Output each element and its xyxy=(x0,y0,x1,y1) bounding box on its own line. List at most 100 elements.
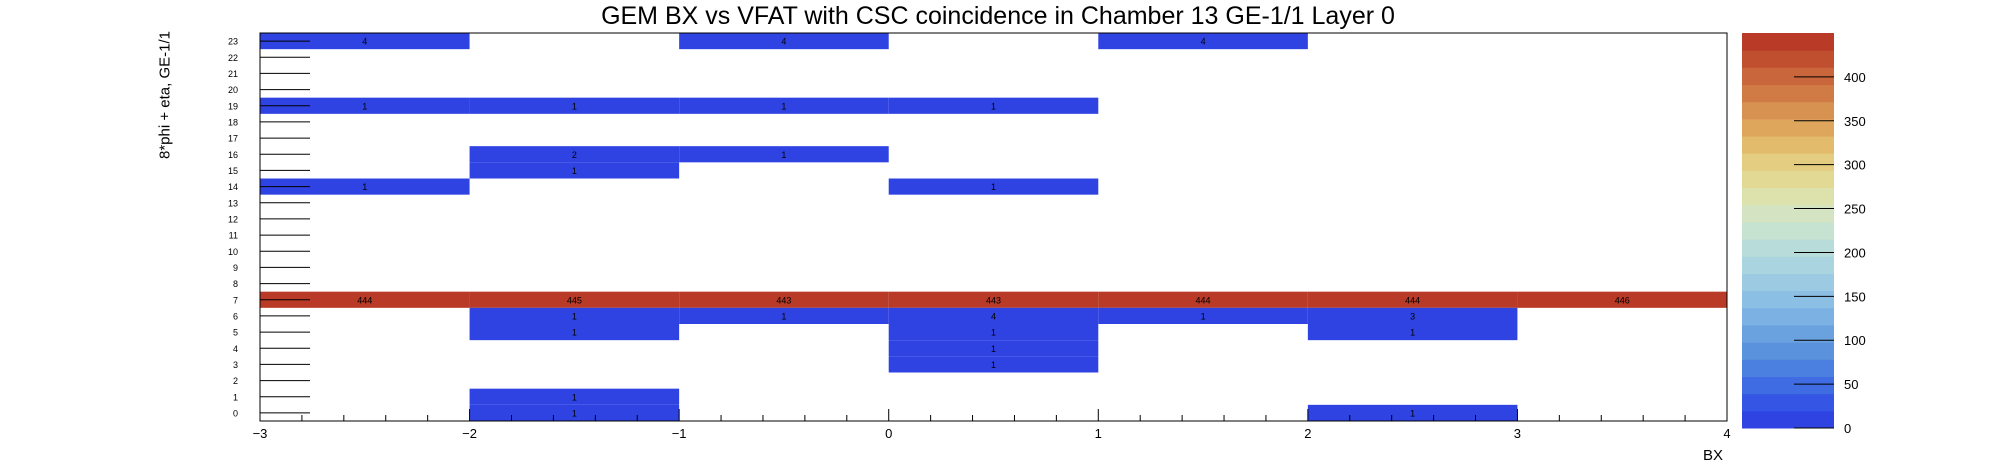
cell-value-label: 1 xyxy=(362,182,367,192)
cell-value-label: 1 xyxy=(1410,328,1415,338)
heatmap-cell xyxy=(888,291,1099,308)
colorbar-band xyxy=(1742,307,1834,326)
cell-value-label: 1 xyxy=(781,311,786,321)
x-tick-label: 1 xyxy=(1095,426,1102,441)
heatmap-cell xyxy=(888,178,1099,195)
y-tick-label: 3 xyxy=(233,360,238,370)
cell-value-label: 1 xyxy=(991,344,996,354)
colorbar-tick-label: 200 xyxy=(1844,245,1866,260)
heatmap-cell xyxy=(1307,291,1518,308)
heatmap-cell xyxy=(469,97,680,114)
cell-value-label: 4 xyxy=(362,37,367,47)
heatmap-cell xyxy=(260,33,470,50)
cell-value-label: 1 xyxy=(991,182,996,192)
colorbar-band xyxy=(1742,84,1834,103)
colorbar-band xyxy=(1742,393,1834,412)
y-tick-label: 1 xyxy=(233,392,238,402)
cell-value-label: 444 xyxy=(357,295,372,305)
heatmap-cell xyxy=(1307,404,1518,421)
colorbar-band xyxy=(1742,342,1834,360)
colorbar-tick-label: 250 xyxy=(1844,202,1866,217)
heatmap-cell xyxy=(469,291,680,308)
colorbar-band xyxy=(1742,170,1834,189)
heatmap-cell xyxy=(679,291,889,308)
heatmap-cell xyxy=(888,307,1099,324)
cell-value-label: 1 xyxy=(991,101,996,111)
cell-value-label: 1 xyxy=(572,311,577,321)
colorbar-band xyxy=(1742,256,1834,274)
heatmap-cell xyxy=(679,97,889,114)
colorbar-band xyxy=(1742,324,1834,343)
cell-value-label: 1 xyxy=(572,408,577,418)
y-tick-label: 17 xyxy=(228,134,238,144)
colorbar-band xyxy=(1742,136,1834,154)
y-tick-label: 20 xyxy=(228,85,238,95)
x-tick-label: 0 xyxy=(885,426,892,441)
y-tick-label: 10 xyxy=(228,247,238,257)
cell-value-label: 2 xyxy=(572,150,577,160)
x-tick-label: −2 xyxy=(462,426,477,441)
cell-value-label: 1 xyxy=(991,360,996,370)
heatmap-cell xyxy=(679,307,889,324)
heatmap-cell xyxy=(1098,291,1308,308)
cell-value-label: 1 xyxy=(781,101,786,111)
heatmap-cell xyxy=(469,146,680,163)
heatmap-cell xyxy=(1517,291,1727,308)
cell-value-label: 4 xyxy=(781,37,786,47)
colorbar-band xyxy=(1742,153,1834,171)
x-tick-label: −3 xyxy=(253,426,268,441)
heatmap-cell xyxy=(260,178,470,195)
colorbar-tick-label: 0 xyxy=(1844,421,1851,436)
y-tick-label: 12 xyxy=(228,214,238,224)
heatmap-cell xyxy=(888,356,1099,373)
colorbar-tick-label: 100 xyxy=(1844,333,1866,348)
y-tick-label: 22 xyxy=(228,53,238,63)
colorbar-band xyxy=(1742,204,1834,223)
colorbar-tick-label: 350 xyxy=(1844,114,1866,129)
cell-value-label: 1 xyxy=(1201,311,1206,321)
heatmap-cell xyxy=(469,388,680,405)
x-axis-label: BX xyxy=(1702,447,1723,464)
cell-value-label: 443 xyxy=(776,295,791,305)
y-tick-label: 9 xyxy=(233,263,238,273)
x-tick-label: 3 xyxy=(1514,426,1521,441)
y-tick-label: 5 xyxy=(233,328,238,338)
colorbar-band xyxy=(1742,359,1834,377)
colorbar-band xyxy=(1742,33,1834,51)
y-tick-label: 8 xyxy=(233,279,238,289)
colorbar-band xyxy=(1742,410,1834,429)
heatmap-cell xyxy=(888,340,1099,357)
y-tick-label: 2 xyxy=(233,376,238,386)
x-tick-label: −1 xyxy=(672,426,687,441)
heatmap-cell xyxy=(469,162,680,179)
y-tick-label: 18 xyxy=(228,117,238,127)
cell-value-label: 443 xyxy=(986,295,1001,305)
colorbar-band xyxy=(1742,118,1834,137)
cell-value-label: 1 xyxy=(572,101,577,111)
cell-value-label: 4 xyxy=(991,311,996,321)
colorbar-tick-label: 400 xyxy=(1844,70,1866,85)
colorbar-band xyxy=(1742,187,1834,206)
heatmap-cell xyxy=(679,146,889,163)
cell-value-label: 444 xyxy=(1196,295,1211,305)
heatmap-cell xyxy=(469,324,680,341)
heatmap-cell xyxy=(1307,307,1518,324)
chart-title: GEM BX vs VFAT with CSC coincidence in C… xyxy=(601,2,1395,30)
colorbar-band xyxy=(1742,101,1834,120)
cell-value-label: 1 xyxy=(781,150,786,160)
colorbar-band xyxy=(1742,273,1834,292)
y-tick-label: 6 xyxy=(233,311,238,321)
heatmap-cell xyxy=(888,324,1099,341)
cell-value-label: 1 xyxy=(991,328,996,338)
cell-value-label: 1 xyxy=(572,392,577,402)
cell-value-label: 445 xyxy=(567,295,582,305)
heatmap-cell xyxy=(1098,33,1308,50)
heatmap-cell xyxy=(260,97,470,114)
colorbar-band xyxy=(1742,50,1834,68)
colorbar-tick-label: 300 xyxy=(1844,158,1866,173)
cell-value-label: 1 xyxy=(362,101,367,111)
colorbar-band xyxy=(1742,290,1834,309)
y-tick-label: 23 xyxy=(228,37,238,47)
